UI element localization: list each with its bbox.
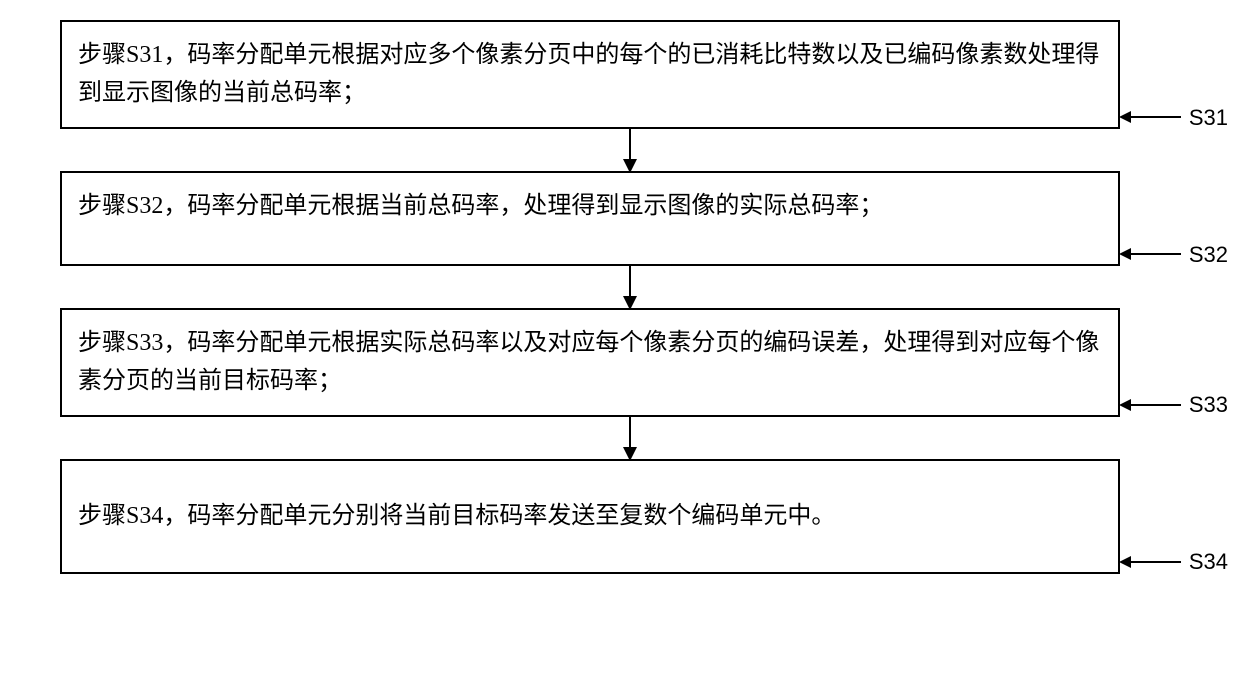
step-box-s34: 步骤S34，码率分配单元分别将当前目标码率发送至复数个编码单元中。 S34 (60, 459, 1120, 574)
down-arrow-icon (629, 266, 631, 308)
step-label: S33 (1189, 387, 1228, 422)
flowchart-container: 步骤S31，码率分配单元根据对应多个像素分页中的每个的已消耗比特数以及已编码像素… (60, 20, 1200, 574)
label-arrow-icon (1121, 404, 1181, 406)
down-arrow-icon (629, 129, 631, 171)
step-label: S31 (1189, 100, 1228, 135)
step-row: 步骤S31，码率分配单元根据对应多个像素分页中的每个的已消耗比特数以及已编码像素… (60, 20, 1200, 129)
down-arrow-icon (629, 417, 631, 459)
label-group: S34 (1121, 544, 1228, 579)
label-group: S32 (1121, 237, 1228, 272)
step-box-s33: 步骤S33，码率分配单元根据实际总码率以及对应每个像素分页的编码误差，处理得到对… (60, 308, 1120, 417)
label-arrow-icon (1121, 116, 1181, 118)
step-text: 步骤S32，码率分配单元根据当前总码率，处理得到显示图像的实际总码率； (78, 193, 883, 219)
step-row: 步骤S33，码率分配单元根据实际总码率以及对应每个像素分页的编码误差，处理得到对… (60, 308, 1200, 417)
label-group: S33 (1121, 387, 1228, 422)
step-row: 步骤S32，码率分配单元根据当前总码率，处理得到显示图像的实际总码率； S32 (60, 171, 1200, 266)
step-label: S34 (1189, 544, 1228, 579)
step-row: 步骤S34，码率分配单元分别将当前目标码率发送至复数个编码单元中。 S34 (60, 459, 1200, 574)
step-box-s31: 步骤S31，码率分配单元根据对应多个像素分页中的每个的已消耗比特数以及已编码像素… (60, 20, 1120, 129)
label-group: S31 (1121, 100, 1228, 135)
step-text: 步骤S31，码率分配单元根据对应多个像素分页中的每个的已消耗比特数以及已编码像素… (78, 42, 1099, 106)
label-arrow-icon (1121, 561, 1181, 563)
step-label: S32 (1189, 237, 1228, 272)
step-box-s32: 步骤S32，码率分配单元根据当前总码率，处理得到显示图像的实际总码率； S32 (60, 171, 1120, 266)
label-arrow-icon (1121, 253, 1181, 255)
step-text: 步骤S33，码率分配单元根据实际总码率以及对应每个像素分页的编码误差，处理得到对… (78, 330, 1099, 394)
step-text: 步骤S34，码率分配单元分别将当前目标码率发送至复数个编码单元中。 (78, 497, 835, 535)
